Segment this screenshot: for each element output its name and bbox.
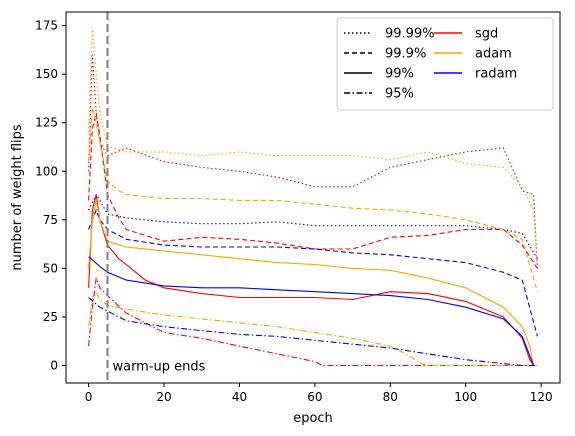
y-tick-label: 75 (43, 213, 58, 227)
x-axis-label: epoch (293, 411, 333, 426)
y-tick-label: 125 (35, 116, 58, 130)
y-tick-label: 175 (35, 19, 58, 33)
series-layer (88, 27, 538, 367)
legend-label: adam (475, 47, 512, 62)
x-tick-label: 20 (156, 390, 171, 404)
y-tick-label: 0 (50, 359, 58, 373)
plot-frame (65, 11, 561, 384)
series-adam-99 (88, 200, 535, 366)
y-tick-label: 100 (35, 164, 58, 178)
warmup-annotation: warm-up ends (112, 360, 205, 375)
x-tick-label: 120 (530, 390, 553, 404)
legend: 99.99% 99.9% 99% 95% sgd adam radam (336, 17, 554, 111)
series-sgd-95 (88, 277, 538, 367)
y-tick-label: 25 (43, 310, 58, 324)
legend-label: 95% (385, 87, 414, 102)
series-radam-95 (88, 297, 538, 367)
y-axis-label: number of weight flips (10, 124, 25, 271)
series-radam-99_9 (88, 208, 538, 337)
legend-label: 99.9% (385, 47, 426, 62)
series-adam-99_99 (88, 27, 538, 265)
x-tick-label: 80 (383, 390, 398, 404)
x-tick-label: 0 (85, 390, 93, 404)
legend-label: radam (475, 67, 517, 82)
series-sgd-99_9 (88, 112, 538, 269)
series-radam-99 (88, 256, 535, 366)
series-adam-99_9 (88, 107, 538, 292)
legend-label: 99% (385, 67, 414, 82)
x-tick-label: 60 (307, 390, 322, 404)
x-tick-label: 100 (454, 390, 477, 404)
legend-box (336, 17, 554, 111)
y-tick-label: 150 (35, 67, 58, 81)
x-tick-label: 40 (232, 390, 247, 404)
series-adam-95 (88, 290, 538, 367)
legend-label: 99.99% (385, 27, 435, 42)
y-tick-label: 50 (43, 261, 58, 275)
legend-label: sgd (475, 27, 498, 42)
axes-layer: 0 20 40 60 80 100 120 0 25 50 75 100 125 150 175 (35, 19, 553, 404)
